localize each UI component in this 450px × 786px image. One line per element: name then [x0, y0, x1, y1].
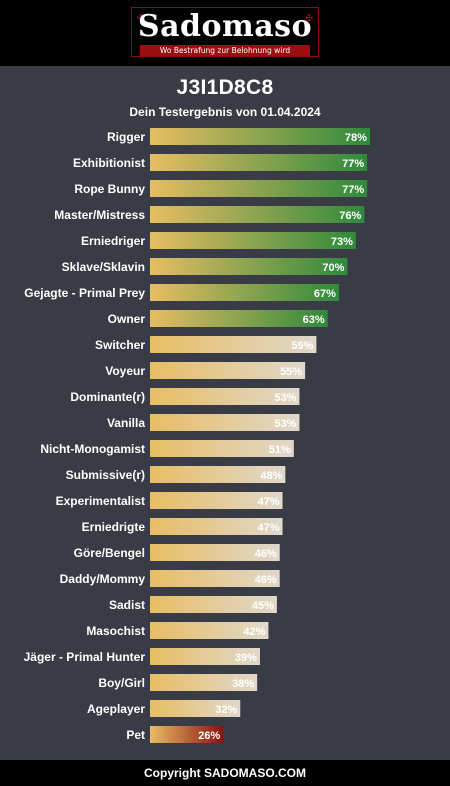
value-label: 48%	[260, 470, 282, 482]
bar	[150, 544, 280, 561]
value-label: 76%	[339, 210, 361, 222]
bar	[150, 622, 269, 639]
value-label: 77%	[342, 158, 364, 170]
category-label: Sklave/Sklavin	[62, 260, 145, 274]
logo-tagline: Wo Bestrafung zur Belohnung wird	[140, 45, 310, 56]
category-label: Daddy/Mommy	[60, 572, 146, 586]
copyright-footer: Copyright SADOMASO.COM	[0, 760, 450, 786]
category-label: Switcher	[95, 338, 145, 352]
category-label: Dominante(r)	[70, 390, 145, 404]
bar	[150, 154, 368, 171]
value-label: 46%	[255, 548, 277, 560]
bar	[150, 700, 241, 717]
bar	[150, 648, 260, 665]
bar	[150, 596, 277, 613]
category-label: Masochist	[86, 624, 145, 638]
value-label: 70%	[322, 262, 344, 274]
bar	[150, 440, 294, 457]
category-label: Vanilla	[107, 416, 145, 430]
value-label: 78%	[345, 132, 367, 144]
category-label: Jäger - Primal Hunter	[24, 650, 146, 664]
category-label: Ageplayer	[87, 702, 145, 716]
value-label: 53%	[274, 392, 296, 404]
result-subtitle: Dein Testergebnis von 01.04.2024	[129, 105, 321, 119]
result-title: J3I1D8C8	[176, 76, 274, 99]
category-label: Boy/Girl	[98, 676, 145, 690]
value-label: 53%	[274, 418, 296, 430]
category-label: Nicht-Monogamist	[40, 442, 145, 456]
category-label: Master/Mistress	[54, 208, 145, 222]
bar	[150, 466, 286, 483]
value-label: 32%	[215, 704, 237, 716]
bar	[150, 258, 348, 275]
category-label: Gejagte - Primal Prey	[24, 286, 145, 300]
bar	[150, 414, 300, 431]
category-label: Experimentalist	[56, 494, 145, 508]
bar	[150, 232, 356, 249]
bar	[150, 570, 280, 587]
value-label: 47%	[258, 522, 280, 534]
value-label: 47%	[258, 496, 280, 508]
ornament-icon: ✠	[305, 14, 313, 24]
copyright-text: Copyright SADOMASO.COM	[144, 766, 306, 780]
category-label: Göre/Bengel	[74, 546, 145, 560]
value-label: 63%	[303, 314, 325, 326]
category-label: Submissive(r)	[66, 468, 145, 482]
category-label: Voyeur	[105, 364, 145, 378]
category-label: Rope Bunny	[74, 182, 145, 196]
bar	[150, 518, 283, 535]
category-label: Sadist	[109, 598, 145, 612]
bar	[150, 726, 224, 743]
value-label: 38%	[232, 678, 254, 690]
category-label: Rigger	[107, 130, 145, 144]
value-label: 51%	[269, 444, 291, 456]
site-header: ✠ ✠ Sadomaso Wo Bestrafung zur Belohnung…	[0, 0, 450, 66]
category-label: Pet	[126, 728, 145, 742]
bar	[150, 674, 258, 691]
category-label: Erniedriger	[81, 234, 145, 248]
value-label: 55%	[280, 366, 302, 378]
category-label: Owner	[108, 312, 146, 326]
bar	[150, 492, 283, 509]
value-label: 26%	[198, 730, 220, 742]
bar	[150, 336, 317, 353]
sadomaso-logo[interactable]: ✠ ✠ Sadomaso Wo Bestrafung zur Belohnung…	[131, 7, 319, 57]
bar	[150, 128, 370, 145]
category-label: Erniedrigte	[82, 520, 146, 534]
value-label: 39%	[235, 652, 257, 664]
bar	[150, 206, 365, 223]
value-label: 77%	[342, 184, 364, 196]
bar	[150, 284, 339, 301]
value-label: 42%	[243, 626, 265, 638]
category-label: Exhibitionist	[73, 156, 145, 170]
value-label: 46%	[255, 574, 277, 586]
bar	[150, 362, 306, 379]
value-label: 59%	[291, 340, 313, 352]
bar	[150, 310, 328, 327]
value-label: 73%	[331, 236, 353, 248]
bar	[150, 388, 300, 405]
ornament-icon: ✠	[137, 14, 145, 24]
logo-text: Sadomaso	[137, 9, 313, 44]
value-label: 67%	[314, 288, 336, 300]
value-label: 45%	[252, 600, 274, 612]
bar	[150, 180, 368, 197]
